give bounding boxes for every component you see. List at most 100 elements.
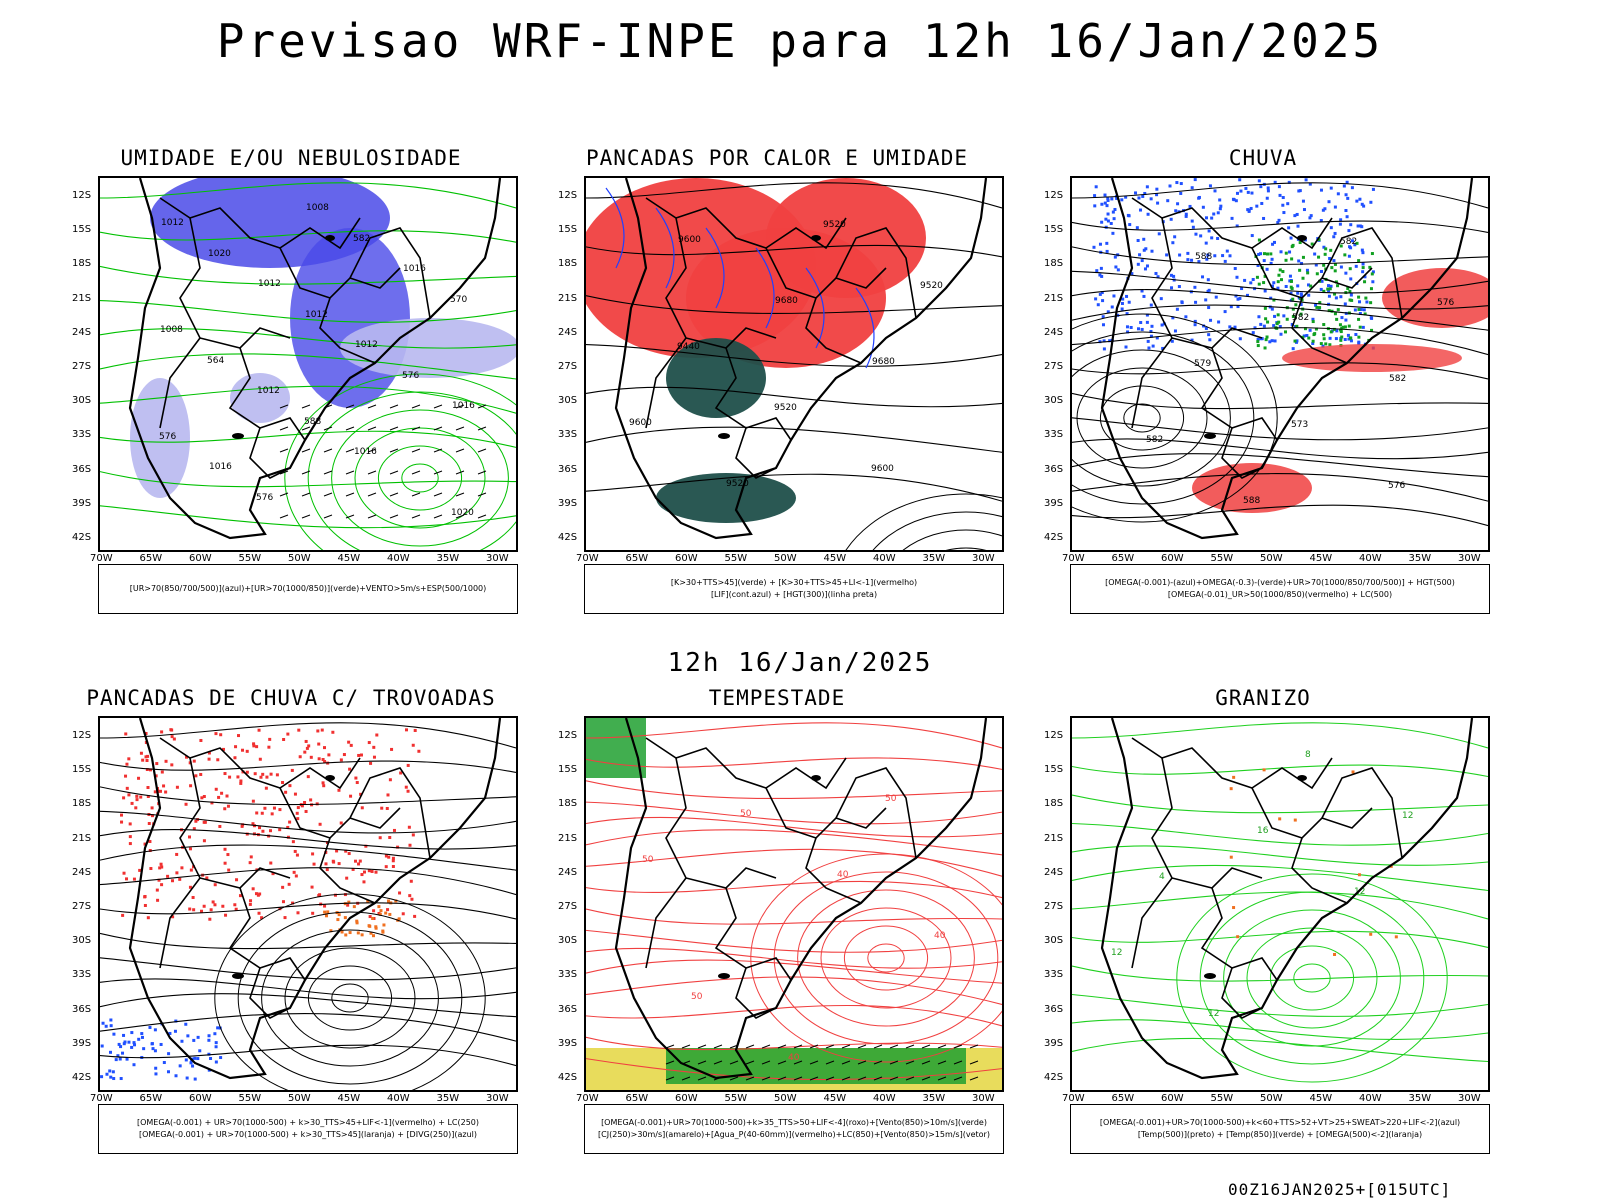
omega-blue-point bbox=[1115, 196, 1119, 200]
omega-blue-point bbox=[1238, 337, 1242, 341]
omega-blue-point bbox=[1349, 277, 1353, 281]
contour-label: 582 bbox=[353, 234, 370, 244]
wind-vector bbox=[809, 1076, 819, 1081]
contour-label: 588 bbox=[304, 417, 321, 427]
storm-red-point bbox=[362, 880, 366, 884]
contour-line bbox=[100, 230, 516, 243]
omega-blue-point bbox=[1199, 234, 1203, 238]
storm-red-point bbox=[214, 787, 218, 791]
wind-vector bbox=[367, 514, 377, 519]
storm-red-point bbox=[337, 788, 341, 792]
closed-contour bbox=[845, 493, 1002, 550]
contour-label: 9520 bbox=[774, 403, 797, 413]
omega-blue-point bbox=[1259, 322, 1263, 326]
wind-vector bbox=[745, 1060, 755, 1065]
storm-red-point bbox=[413, 728, 417, 732]
omega-green-point bbox=[1311, 320, 1315, 324]
contour-line bbox=[100, 471, 516, 488]
omega-blue-point bbox=[1125, 312, 1129, 316]
map-svg: 16 12 12 12 8 12 4 bbox=[1072, 718, 1488, 1083]
storm-red-point bbox=[171, 915, 175, 919]
omega-blue-point bbox=[1311, 317, 1315, 321]
omega-blue-point bbox=[1120, 198, 1124, 202]
omega-orange-point bbox=[1232, 775, 1236, 779]
storm-red-point bbox=[120, 820, 124, 824]
divergence-blue-point bbox=[137, 1037, 141, 1041]
storm-red-point bbox=[282, 737, 286, 741]
wind-vector bbox=[745, 1076, 755, 1081]
omega-blue-point bbox=[1349, 293, 1353, 297]
omega-blue-point bbox=[1156, 201, 1160, 205]
wind-vector bbox=[857, 1044, 867, 1049]
storm-red-point bbox=[223, 861, 227, 865]
wind-vector bbox=[477, 448, 487, 453]
omega-blue-point bbox=[1289, 236, 1293, 240]
storm-red-point bbox=[269, 772, 273, 776]
contour-label: 40 bbox=[934, 931, 946, 941]
storm-red-point bbox=[158, 789, 162, 793]
storm-red-point bbox=[160, 883, 164, 887]
wind-vector bbox=[367, 404, 377, 409]
storm-orange-point bbox=[360, 933, 364, 937]
omega-blue-point bbox=[1130, 272, 1134, 276]
contour-label: 1012 bbox=[257, 386, 280, 396]
omega-blue-point bbox=[1146, 339, 1150, 343]
omega-blue-point bbox=[1357, 341, 1361, 345]
storm-red-point bbox=[188, 907, 192, 911]
divergence-blue-point bbox=[119, 1045, 123, 1049]
omega-blue-point bbox=[1194, 300, 1198, 304]
storm-red-point bbox=[192, 759, 196, 763]
closed-contour bbox=[1199, 891, 1425, 1065]
omega-blue-point bbox=[1207, 306, 1211, 310]
omega-blue-point bbox=[1246, 208, 1250, 212]
storm-orange-point bbox=[347, 900, 351, 904]
omega-blue-point bbox=[1297, 259, 1301, 263]
contour-label: 9520 bbox=[920, 281, 943, 291]
country-border bbox=[1321, 227, 1403, 319]
storm-red-point bbox=[351, 867, 355, 871]
omega-blue-point bbox=[1273, 314, 1277, 318]
omega-green-point bbox=[1301, 335, 1305, 339]
storm-red-point bbox=[310, 885, 314, 889]
storm-red-point bbox=[217, 795, 221, 799]
omega-blue-point bbox=[1149, 329, 1153, 333]
omega-blue-point bbox=[1154, 271, 1158, 275]
omega-blue-point bbox=[1329, 284, 1333, 288]
omega-blue-point bbox=[1190, 338, 1194, 342]
omega-blue-point bbox=[1104, 217, 1108, 221]
omega-green-point bbox=[1312, 333, 1316, 337]
storm-orange-point bbox=[388, 912, 392, 916]
omega-blue-point bbox=[1269, 261, 1273, 265]
country-border bbox=[1131, 197, 1333, 250]
storm-red-point bbox=[370, 869, 374, 873]
wind-vector bbox=[745, 1044, 755, 1049]
omega-blue-point bbox=[1287, 226, 1291, 230]
storm-red-point bbox=[286, 835, 290, 839]
omega-blue-point bbox=[1255, 204, 1259, 208]
contour-line bbox=[586, 801, 1002, 825]
storm-red-point bbox=[342, 753, 346, 757]
country-border bbox=[319, 837, 376, 904]
omega-orange-point bbox=[1369, 932, 1373, 936]
storm-red-point bbox=[281, 781, 285, 785]
omega-blue-point bbox=[1108, 339, 1112, 343]
lat-tick-label: 36S bbox=[72, 1003, 92, 1015]
storm-red-point bbox=[158, 866, 162, 870]
country-border bbox=[714, 347, 792, 441]
closed-contour bbox=[872, 511, 1002, 550]
storm-red-point bbox=[175, 785, 179, 789]
contour-line bbox=[100, 867, 516, 896]
omega-green-point bbox=[1336, 284, 1340, 288]
country-border bbox=[1221, 427, 1263, 479]
omega-green-point bbox=[1370, 328, 1374, 332]
storm-red-point bbox=[318, 822, 322, 826]
omega-blue-point bbox=[1266, 186, 1270, 190]
storm-red-point bbox=[124, 732, 128, 736]
closed-contour bbox=[1072, 331, 1255, 505]
storm-red-point bbox=[248, 861, 252, 865]
storm-red-point bbox=[128, 842, 132, 846]
omega-green-point bbox=[1328, 343, 1332, 347]
storm-red-point bbox=[294, 874, 298, 878]
lon-tick-label: 60W bbox=[1161, 1093, 1184, 1104]
contour-line bbox=[1072, 392, 1488, 410]
